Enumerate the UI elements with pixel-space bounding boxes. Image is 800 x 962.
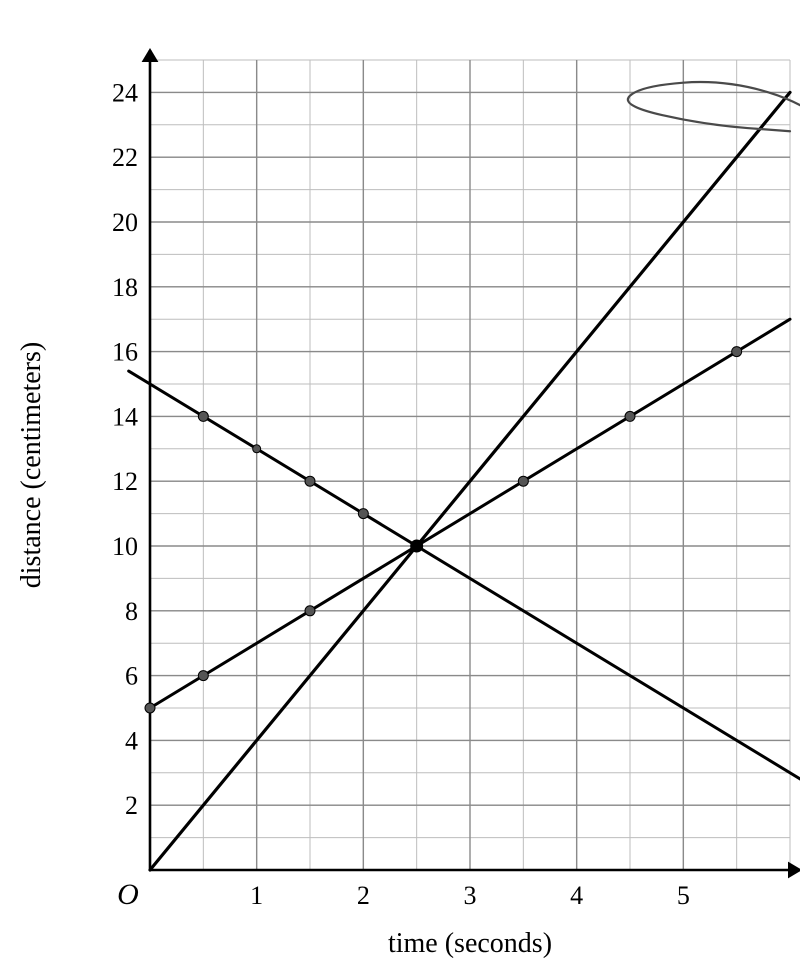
- y-tick-label: 2: [125, 791, 138, 820]
- chart-svg: 1234524681012141618202224Otime (seconds)…: [0, 0, 800, 962]
- data-point: [253, 445, 261, 453]
- x-tick-label: 2: [357, 881, 370, 910]
- y-tick-label: 16: [112, 338, 138, 367]
- x-tick-label: 1: [250, 881, 263, 910]
- data-point: [198, 411, 208, 421]
- y-tick-label: 12: [112, 467, 138, 496]
- data-point: [518, 476, 528, 486]
- y-tick-label: 22: [112, 143, 138, 172]
- origin-label: O: [117, 878, 139, 911]
- y-tick-label: 6: [125, 662, 138, 691]
- data-point: [198, 671, 208, 681]
- y-tick-label: 14: [112, 402, 138, 431]
- data-point: [358, 509, 368, 519]
- data-point: [305, 476, 315, 486]
- data-point: [145, 703, 155, 713]
- y-tick-label: 8: [125, 597, 138, 626]
- y-tick-label: 20: [112, 208, 138, 237]
- data-point: [625, 411, 635, 421]
- y-tick-label: 24: [112, 78, 138, 107]
- x-tick-label: 3: [464, 881, 477, 910]
- x-tick-label: 5: [677, 881, 690, 910]
- data-point: [305, 606, 315, 616]
- data-point: [411, 540, 423, 552]
- x-axis-label: time (seconds): [388, 928, 552, 959]
- distance-time-chart: 1234524681012141618202224Otime (seconds)…: [0, 0, 800, 962]
- data-point: [732, 347, 742, 357]
- y-tick-label: 4: [125, 726, 138, 755]
- y-tick-label: 10: [112, 532, 138, 561]
- y-axis-label: distance (centimeters): [16, 342, 47, 588]
- y-tick-label: 18: [112, 273, 138, 302]
- page: labeled point (2.5, 10) 1234524681012141…: [0, 0, 800, 962]
- x-tick-label: 4: [570, 881, 583, 910]
